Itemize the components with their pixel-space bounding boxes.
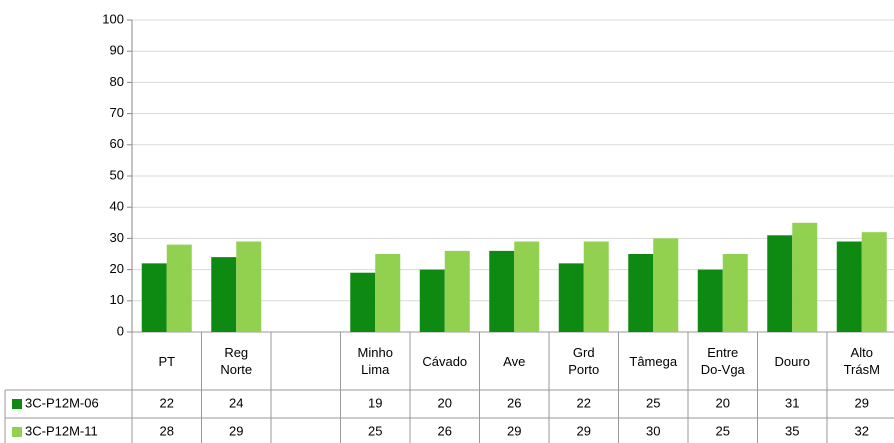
table-value: 28 (160, 423, 174, 438)
table-value: 22 (160, 395, 174, 410)
bar (722, 254, 748, 332)
table-value: 29 (229, 423, 243, 438)
y-tick-label: 50 (110, 167, 124, 182)
table-value: 35 (785, 423, 799, 438)
bar (514, 241, 540, 332)
bar (489, 250, 515, 332)
x-tick-label: Cávado (422, 353, 468, 369)
y-tick-label: 100 (102, 11, 124, 26)
bar (558, 263, 584, 332)
bar (628, 254, 654, 332)
x-tick-label: Ave (503, 353, 526, 369)
x-tick-label: PT (158, 353, 176, 369)
bar (767, 235, 793, 332)
legend-marker (12, 399, 22, 409)
table-value: 32 (855, 423, 869, 438)
y-tick-label: 90 (110, 43, 124, 58)
legend-label: 3C-P12M-11 (25, 423, 98, 438)
y-tick-label: 80 (110, 74, 124, 89)
x-tick-label: Alto TrásM (843, 345, 880, 377)
bar (836, 241, 862, 332)
x-tick-label: Grd Porto (568, 345, 600, 377)
table-value: 24 (229, 395, 243, 410)
bar (236, 241, 262, 332)
bar (697, 269, 723, 332)
y-tick-label: 70 (110, 105, 124, 120)
table-value: 29 (855, 395, 869, 410)
bar (792, 222, 818, 332)
y-tick-label: 10 (110, 292, 124, 307)
y-tick-label: 40 (110, 199, 124, 214)
bar (375, 254, 401, 332)
x-tick-label: Tâmega (629, 353, 678, 369)
y-tick-label: 30 (110, 230, 124, 245)
table-value: 26 (507, 395, 521, 410)
table-value: 29 (577, 423, 591, 438)
table-value: 20 (716, 395, 730, 410)
y-tick-label: 20 (110, 261, 124, 276)
table-value: 22 (577, 395, 591, 410)
bar (861, 232, 887, 332)
bar (141, 263, 167, 332)
table-value: 29 (507, 423, 521, 438)
table-value: 25 (646, 395, 660, 410)
bar (583, 241, 609, 332)
table-value: 25 (368, 423, 382, 438)
table-value: 19 (368, 395, 382, 410)
legend-marker (12, 427, 22, 437)
bar (419, 269, 445, 332)
bar (211, 257, 237, 332)
table-value: 20 (438, 395, 452, 410)
table-value: 30 (646, 423, 660, 438)
bar (166, 244, 192, 332)
table-value: 26 (438, 423, 452, 438)
x-tick-label: Douro (774, 353, 810, 369)
legend-label: 3C-P12M-06 (25, 395, 99, 410)
table-value: 25 (716, 423, 730, 438)
x-tick-label: Minho Lima (357, 345, 393, 377)
bar (444, 250, 470, 332)
table-value: 31 (785, 395, 799, 410)
bar (653, 238, 679, 332)
bar (350, 272, 376, 332)
y-tick-label: 60 (110, 136, 124, 151)
x-tick-label: Entre Do-Vga (700, 345, 745, 377)
y-tick-label: 0 (117, 323, 124, 338)
x-tick-label: Reg Norte (220, 345, 253, 377)
